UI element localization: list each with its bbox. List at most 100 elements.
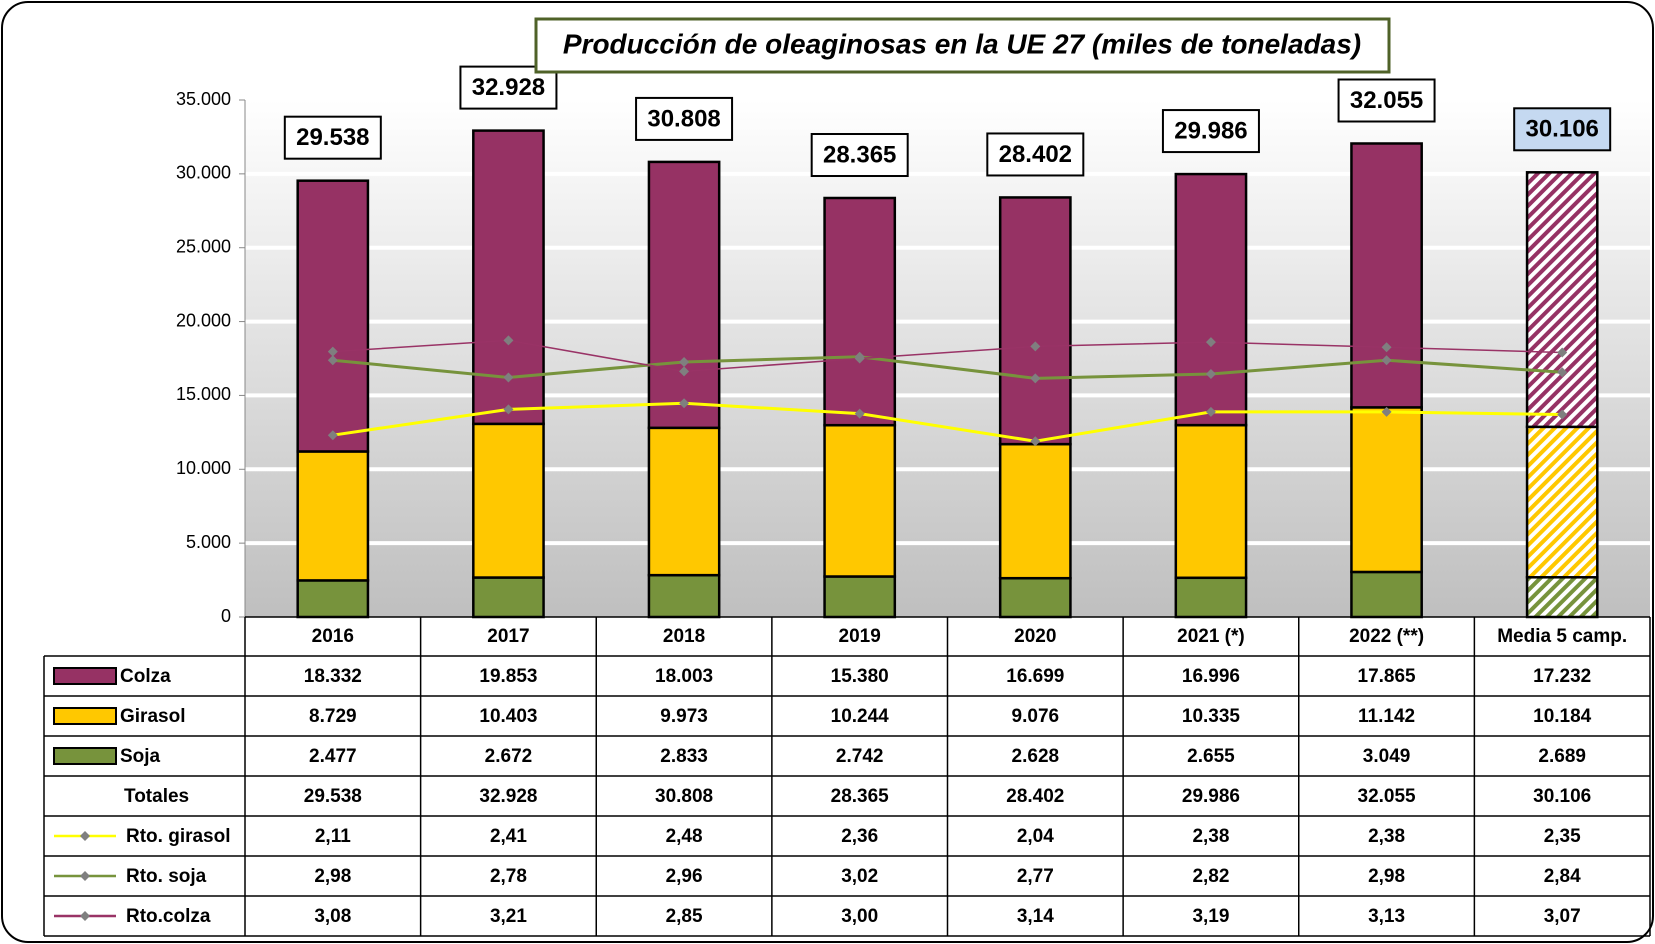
y-tick-label: 15.000 xyxy=(176,384,231,404)
total-label: 29.538 xyxy=(296,124,369,151)
table-cell: 16.699 xyxy=(1006,666,1064,687)
table-cell: 2,82 xyxy=(1192,866,1229,887)
legend-swatch xyxy=(53,707,117,725)
y-tick-label: 20.000 xyxy=(176,310,231,330)
table-cell: 28.402 xyxy=(1006,786,1064,807)
row-label: Rto. girasol xyxy=(126,826,231,847)
table-cell: 19.853 xyxy=(479,666,537,687)
legend-marker xyxy=(80,831,90,841)
total-box xyxy=(283,115,382,160)
marker xyxy=(1030,436,1041,447)
bar xyxy=(823,575,897,619)
table-cell: 10.184 xyxy=(1533,706,1592,727)
marker xyxy=(503,335,514,346)
marker xyxy=(1030,341,1041,352)
line xyxy=(332,339,1563,373)
y-tick-label: 0 xyxy=(221,606,231,626)
table-cell: 2.672 xyxy=(485,746,533,767)
y-tick-label: 5.000 xyxy=(186,532,231,552)
total-label: 30.106 xyxy=(1525,116,1598,143)
total-label: 28.365 xyxy=(823,141,896,168)
bar xyxy=(998,442,1072,580)
row-label: Rto.colza xyxy=(126,906,211,927)
bar xyxy=(1350,406,1423,574)
table-cell: 9.973 xyxy=(660,706,708,727)
marker xyxy=(327,430,338,441)
table-cell: 18.003 xyxy=(655,666,713,687)
bar xyxy=(1525,171,1599,429)
marker xyxy=(854,353,865,364)
table-cell: 8.729 xyxy=(309,706,357,727)
x-tick-label: 2018 xyxy=(663,626,705,647)
table-cell: 3.049 xyxy=(1363,746,1411,767)
x-tick-label: 2017 xyxy=(487,626,529,647)
x-tick-label: 2020 xyxy=(1014,626,1056,647)
marker xyxy=(679,366,690,377)
bar xyxy=(1174,172,1248,427)
x-tick-label: 2016 xyxy=(312,626,354,647)
y-tick-label: 35.000 xyxy=(176,89,231,109)
y-tick-label: 25.000 xyxy=(176,236,231,256)
row-label: Girasol xyxy=(120,706,185,727)
marker xyxy=(1381,355,1392,366)
marker xyxy=(1205,337,1216,348)
total-label: 28.402 xyxy=(999,141,1072,168)
line xyxy=(332,355,1563,380)
marker xyxy=(503,404,514,415)
table-cell: 2,38 xyxy=(1192,826,1229,847)
row-label: Soja xyxy=(120,746,161,767)
table-cell: 2.833 xyxy=(660,746,708,767)
bar xyxy=(1174,423,1248,580)
y-tick-label: 10.000 xyxy=(176,458,231,478)
bar xyxy=(472,422,545,579)
total-box xyxy=(1337,78,1436,123)
bar xyxy=(823,196,897,427)
table-cell: 10.403 xyxy=(479,706,537,727)
marker xyxy=(1030,373,1041,384)
table-cell: 3,02 xyxy=(841,866,878,887)
table-cell: 2,78 xyxy=(490,866,527,887)
table-cell: 2.477 xyxy=(309,746,357,767)
table-cell: 2,36 xyxy=(841,826,878,847)
table-cell: 3,21 xyxy=(490,906,527,927)
table-cell: 3,13 xyxy=(1368,906,1405,927)
table-cell: 32.055 xyxy=(1358,786,1417,807)
marker xyxy=(503,372,514,383)
total-box xyxy=(810,133,909,178)
total-box xyxy=(459,65,558,110)
table-cell: 17.232 xyxy=(1533,666,1591,687)
marker xyxy=(1557,367,1568,378)
marker xyxy=(679,398,690,409)
table-cell: 2,98 xyxy=(1368,866,1405,887)
table-cell: 30.808 xyxy=(655,786,713,807)
bar xyxy=(296,450,370,582)
marker xyxy=(1205,369,1216,380)
bar xyxy=(1350,142,1423,409)
bar xyxy=(647,426,721,577)
table-cell: 3,00 xyxy=(841,906,878,927)
table-cell: 11.142 xyxy=(1358,706,1415,727)
marker xyxy=(327,355,338,366)
row-label: Colza xyxy=(120,666,171,687)
table-cell: 2,84 xyxy=(1544,866,1581,887)
table-cell: 2,38 xyxy=(1368,826,1405,847)
table-cell: 3,14 xyxy=(1017,906,1054,927)
total-box xyxy=(1513,107,1612,152)
marker xyxy=(679,356,690,367)
table-cell: 2.655 xyxy=(1187,746,1235,767)
bar xyxy=(296,579,370,619)
plot-area xyxy=(245,100,1650,617)
table-cell: 15.380 xyxy=(831,666,889,687)
marker xyxy=(1381,406,1392,417)
bar xyxy=(1525,425,1599,579)
x-tick-label: 2021 (*) xyxy=(1177,626,1245,647)
chart-title: Producción de oleaginosas en la UE 27 (m… xyxy=(563,28,1361,59)
x-tick-label: 2019 xyxy=(839,626,881,647)
legend-marker xyxy=(80,871,90,881)
table-cell: 3,07 xyxy=(1544,906,1581,927)
bar xyxy=(998,576,1072,619)
bar xyxy=(823,423,897,578)
table-cell: 18.332 xyxy=(304,666,362,687)
